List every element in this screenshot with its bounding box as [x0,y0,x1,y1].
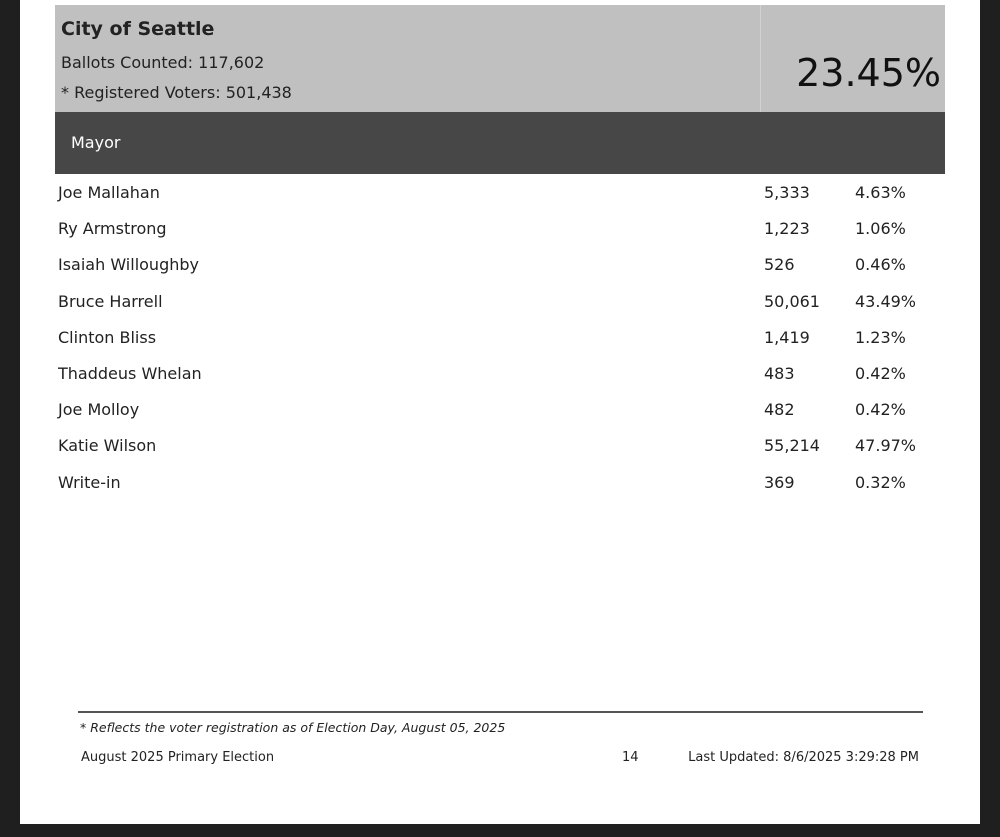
turnout-summary: City of Seattle Ballots Counted: 117,602… [55,5,945,112]
candidate-row: Bruce Harrell 50,061 43.49% [55,284,945,320]
candidate-percent: 0.46% [855,255,906,275]
summary-details: City of Seattle Ballots Counted: 117,602… [55,5,760,112]
candidate-name: Joe Molloy [58,400,140,420]
ballots-counted: Ballots Counted: 117,602 [61,53,265,72]
candidate-list: Joe Mallahan 5,333 4.63% Ry Armstrong 1,… [55,175,945,501]
candidate-votes: 369 [764,472,795,492]
registration-footnote: * Reflects the voter registration as of … [80,720,506,735]
candidate-row: Isaiah Willoughby 526 0.46% [55,247,945,283]
candidate-percent: 0.32% [855,472,906,492]
candidate-name: Isaiah Willoughby [58,255,199,275]
candidate-row: Katie Wilson 55,214 47.97% [55,428,945,464]
race-title: Mayor [71,133,121,152]
candidate-votes: 50,061 [764,291,820,311]
candidate-row: Joe Molloy 482 0.42% [55,392,945,428]
candidate-row: Clinton Bliss 1,419 1.23% [55,320,945,356]
candidate-votes: 1,419 [764,327,810,347]
registered-voters: * Registered Voters: 501,438 [61,83,292,102]
candidate-row: Joe Mallahan 5,333 4.63% [55,175,945,211]
candidate-percent: 43.49% [855,291,917,311]
candidate-percent: 0.42% [855,400,906,420]
candidate-percent: 4.63% [855,183,906,202]
candidate-votes: 526 [764,255,795,275]
candidate-percent: 0.42% [855,363,906,383]
turnout-percentage: 23.45% [796,51,941,95]
summary-divider [760,5,761,112]
results-page: City of Seattle Ballots Counted: 117,602… [20,0,980,824]
candidate-name: Ry Armstrong [58,219,167,239]
candidate-percent: 47.97% [855,436,917,456]
candidate-votes: 5,333 [764,183,810,202]
candidate-name: Katie Wilson [58,436,157,456]
candidate-votes: 55,214 [764,436,820,456]
candidate-name: Thaddeus Whelan [58,363,202,383]
candidate-votes: 1,223 [764,219,810,239]
candidate-name: Bruce Harrell [58,291,163,311]
page-number: 14 [622,750,639,765]
last-updated: Last Updated: 8/6/2025 3:29:28 PM [688,750,919,765]
candidate-row: Write-in 369 0.32% [55,465,945,501]
candidate-row: Thaddeus Whelan 483 0.42% [55,356,945,392]
candidate-percent: 1.23% [855,327,906,347]
election-name: August 2025 Primary Election [81,750,275,765]
jurisdiction-title: City of Seattle [61,18,215,40]
candidate-votes: 483 [764,363,795,383]
candidate-name: Clinton Bliss [58,327,157,347]
race-header: Mayor [55,112,945,174]
candidate-name: Write-in [58,472,121,492]
candidate-votes: 482 [764,400,795,420]
footer-divider [78,711,923,713]
candidate-row: Ry Armstrong 1,223 1.06% [55,211,945,247]
candidate-name: Joe Mallahan [58,183,160,202]
candidate-percent: 1.06% [855,219,906,239]
